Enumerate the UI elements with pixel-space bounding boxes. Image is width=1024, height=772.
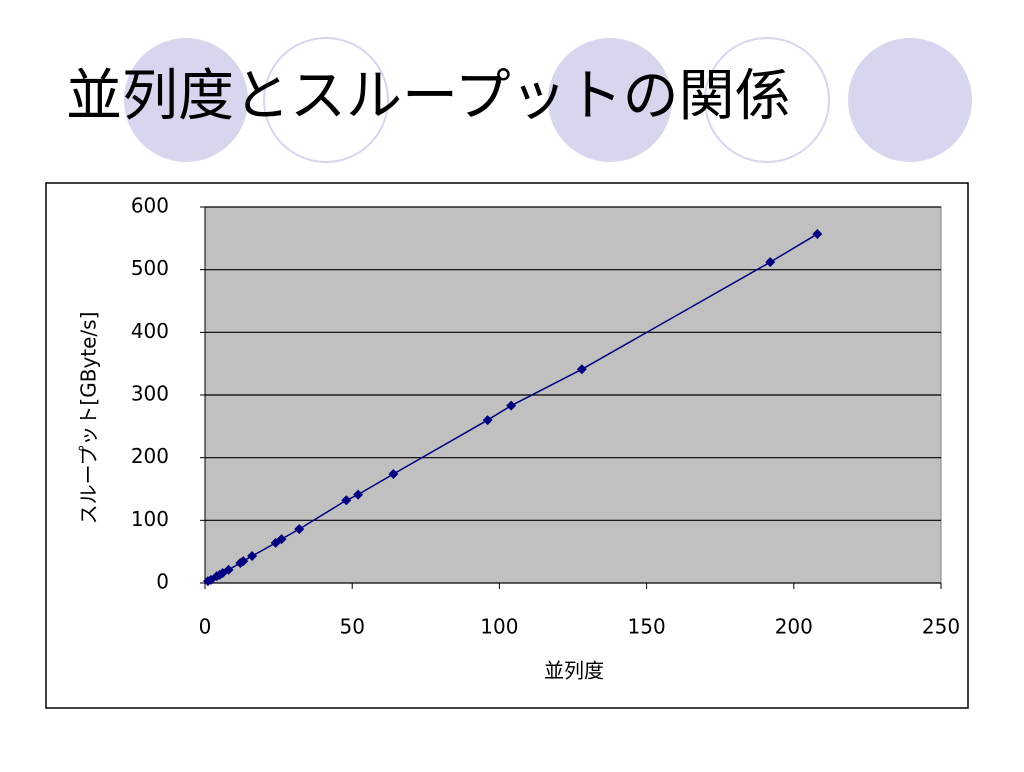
data-point bbox=[576, 364, 587, 375]
y-axis-title: スループット[GByte/s] bbox=[77, 312, 101, 525]
x-tick-label: 200 bbox=[775, 615, 813, 639]
slide-title: 並列度とスループットの関係 bbox=[66, 64, 791, 129]
deco-circle bbox=[124, 38, 248, 162]
y-tick-label: 300 bbox=[131, 382, 169, 406]
deco-circle bbox=[263, 37, 389, 163]
data-point bbox=[506, 400, 517, 411]
y-tick-label: 400 bbox=[131, 319, 169, 343]
data-point bbox=[388, 468, 399, 479]
x-axis-title: 並列度 bbox=[544, 659, 604, 683]
y-tick-label: 100 bbox=[131, 507, 169, 531]
x-tick-label: 0 bbox=[199, 615, 212, 639]
x-tick-label: 150 bbox=[628, 615, 666, 639]
data-point bbox=[341, 495, 352, 506]
title-decoration bbox=[124, 37, 972, 163]
data-point bbox=[765, 257, 776, 268]
x-tick-label: 50 bbox=[339, 615, 364, 639]
y-tick-label: 600 bbox=[131, 194, 169, 218]
data-point bbox=[276, 534, 287, 545]
deco-circle bbox=[548, 38, 672, 162]
data-point bbox=[482, 415, 493, 426]
x-tick-label: 100 bbox=[480, 615, 518, 639]
data-point bbox=[223, 564, 234, 575]
data-point bbox=[247, 551, 258, 562]
y-tick-label: 500 bbox=[131, 256, 169, 280]
data-point bbox=[812, 228, 823, 239]
y-tick-label: 0 bbox=[156, 570, 169, 594]
data-point bbox=[238, 556, 249, 567]
data-point bbox=[294, 524, 305, 535]
deco-circle bbox=[704, 37, 830, 163]
plot: 0 100 200 300 400 500 600 0 50 100 150 200 250 bbox=[131, 194, 960, 639]
y-tick-label: 200 bbox=[131, 444, 169, 468]
x-tick-label: 250 bbox=[922, 615, 960, 639]
data-point bbox=[353, 489, 364, 500]
deco-circle bbox=[848, 38, 972, 162]
